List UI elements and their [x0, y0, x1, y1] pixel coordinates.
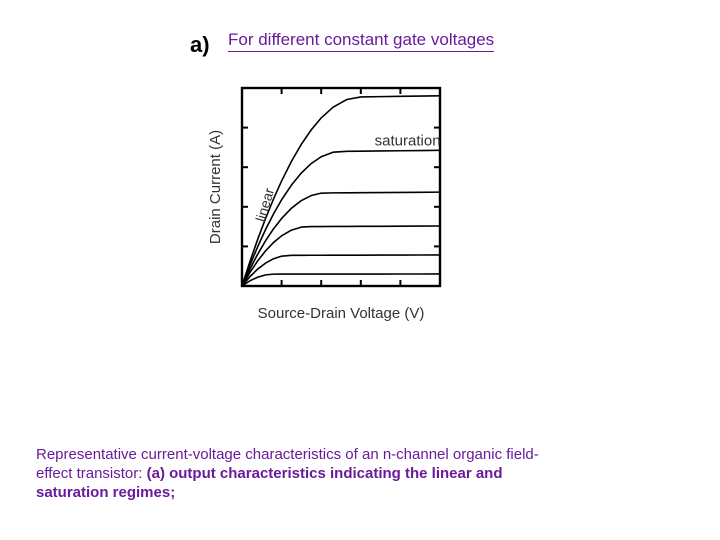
caption-line: Representative current-voltage character… — [36, 446, 686, 465]
page-root: a) For different constant gate voltages … — [0, 0, 720, 540]
iv-output-chart: Drain Current (A) Source-Drain Voltage (V… — [200, 76, 450, 336]
caption-bold-segment: (a) output characteristics indicating th… — [147, 465, 503, 482]
caption-line: saturation regimes; — [36, 484, 686, 503]
panel-label-a: a) — [190, 32, 210, 58]
figure-caption: Representative current-voltage character… — [36, 446, 686, 502]
svg-text:Drain Current (A): Drain Current (A) — [207, 130, 224, 244]
svg-text:Source-Drain Voltage (V): Source-Drain Voltage (V) — [258, 305, 425, 322]
iv-output-chart-svg: Drain Current (A) Source-Drain Voltage (V… — [200, 76, 450, 336]
caption-bold-segment: saturation regimes; — [36, 484, 175, 501]
caption-segment: Representative current-voltage character… — [36, 446, 539, 463]
top-title: For different constant gate voltages — [228, 30, 494, 52]
caption-line: effect transistor: (a) output characteri… — [36, 465, 686, 484]
caption-segment: effect transistor: — [36, 465, 147, 482]
svg-text:saturation: saturation — [375, 132, 441, 149]
